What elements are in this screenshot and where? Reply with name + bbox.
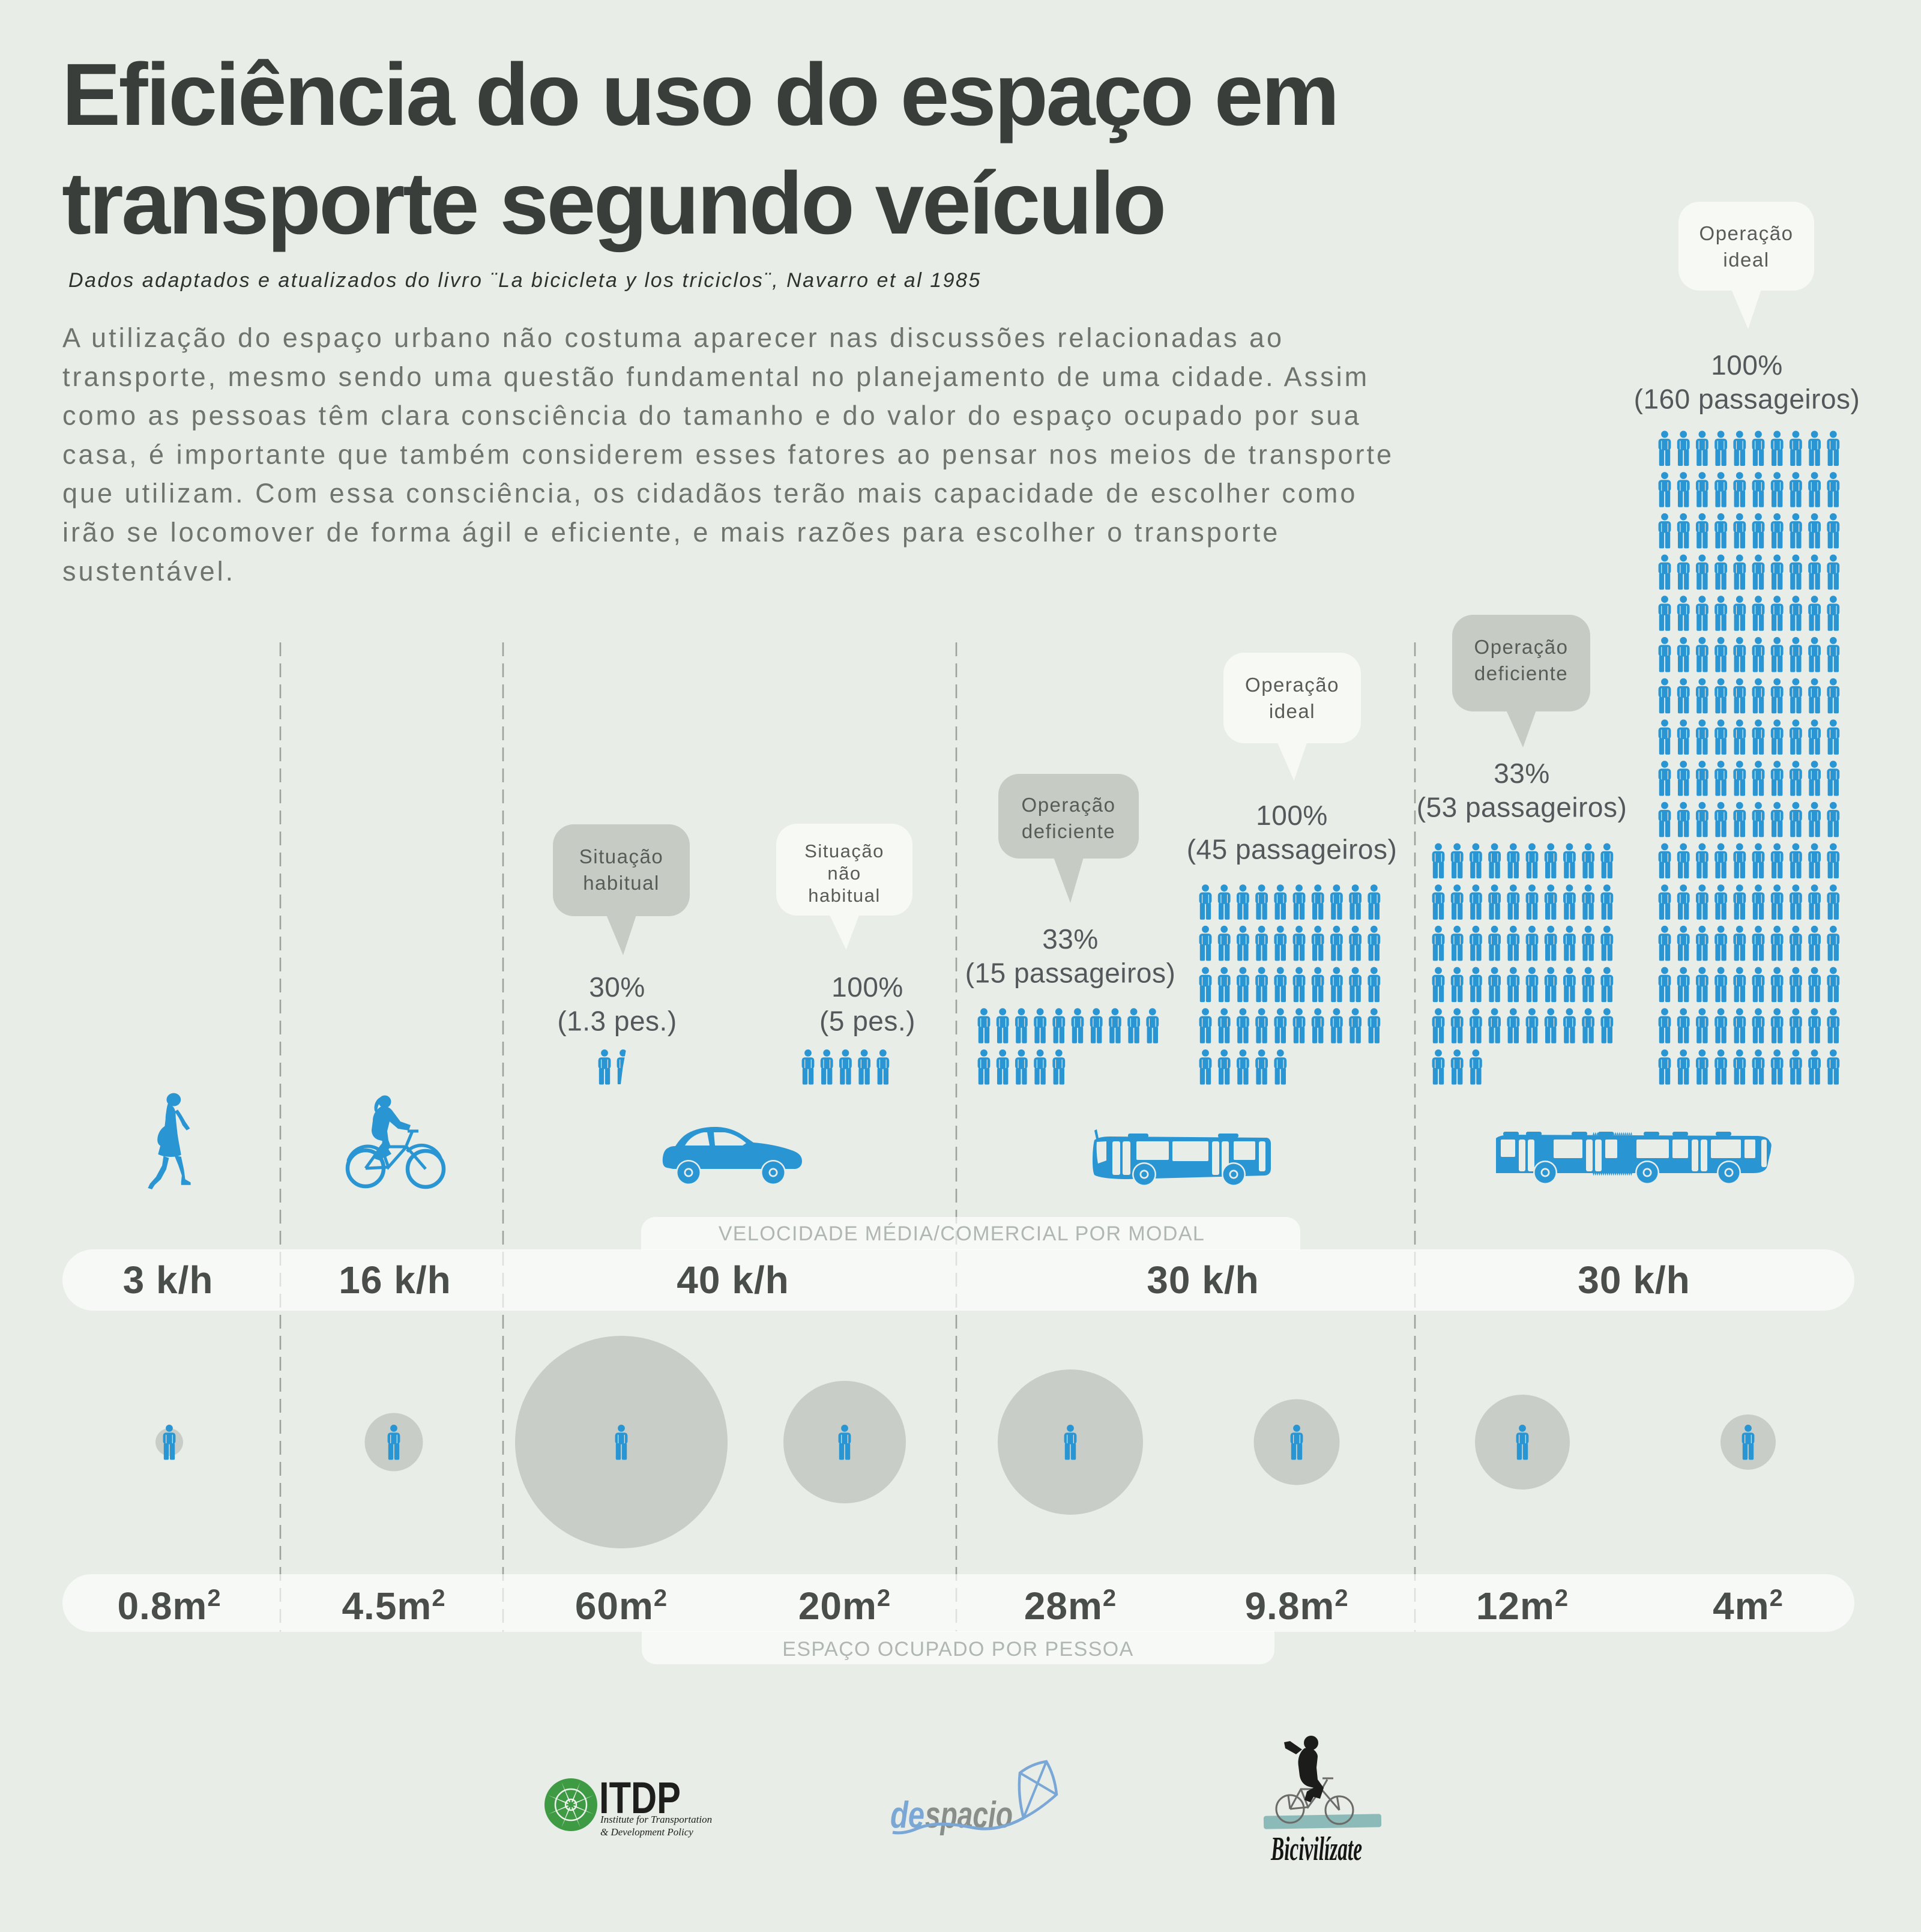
svg-text:habitual: habitual — [583, 872, 660, 894]
svg-text:Eficiência do uso do espaço em: Eficiência do uso do espaço em — [62, 46, 1337, 144]
svg-text:28m2: 28m2 — [1024, 1584, 1117, 1628]
svg-text:ideal: ideal — [1723, 249, 1769, 271]
svg-text:100%: 100% — [831, 971, 903, 1003]
svg-text:100%: 100% — [1711, 349, 1783, 381]
svg-text:33%: 33% — [1494, 758, 1550, 789]
svg-text:33%: 33% — [1042, 923, 1099, 955]
svg-text:(1.3 pes.): (1.3 pes.) — [557, 1006, 677, 1037]
svg-text:irão se locomover de forma ági: irão se locomover de forma ágil e eficie… — [62, 517, 1280, 548]
svg-text:100%: 100% — [1256, 800, 1328, 831]
svg-text:habitual: habitual — [808, 885, 881, 906]
svg-text:(53 passageiros): (53 passageiros) — [1417, 792, 1627, 823]
svg-text:9.8m2: 9.8m2 — [1244, 1584, 1348, 1628]
svg-text:20m2: 20m2 — [798, 1584, 891, 1628]
svg-text:0.8m2: 0.8m2 — [117, 1584, 221, 1628]
svg-text:40 k/h: 40 k/h — [677, 1258, 789, 1302]
svg-text:como as pessoas têm clara cons: como as pessoas têm clara consciência do… — [62, 400, 1362, 431]
svg-text:Situação: Situação — [579, 845, 663, 868]
svg-text:de: de — [890, 1795, 924, 1836]
svg-text:A utilização do espaço urbano: A utilização do espaço urbano não costum… — [62, 322, 1284, 353]
svg-text:spacio: spacio — [925, 1795, 1013, 1836]
svg-text:3 k/h: 3 k/h — [123, 1258, 214, 1302]
svg-text:deficiente: deficiente — [1022, 820, 1115, 842]
svg-text:Institute for Transportation: Institute for Transportation — [600, 1814, 712, 1825]
svg-text:30%: 30% — [589, 971, 645, 1003]
svg-text:(5 pes.): (5 pes.) — [819, 1006, 915, 1037]
svg-text:Operação: Operação — [1474, 636, 1569, 658]
svg-text:& Development Policy: & Development Policy — [600, 1826, 693, 1838]
svg-text:16 k/h: 16 k/h — [339, 1258, 451, 1302]
svg-text:Situação: Situação — [804, 841, 884, 862]
svg-text:ESPAÇO OCUPADO POR PESSOA: ESPAÇO OCUPADO POR PESSOA — [782, 1638, 1133, 1661]
svg-text:(45 passageiros): (45 passageiros) — [1187, 834, 1398, 865]
svg-text:que utilizam. Com essa consciê: que utilizam. Com essa consciência, os c… — [62, 478, 1357, 509]
svg-text:Dados adaptados e atualizados: Dados adaptados e atualizados do livro ¨… — [68, 269, 982, 292]
svg-text:(15 passageiros): (15 passageiros) — [965, 958, 1176, 989]
svg-text:12m2: 12m2 — [1476, 1584, 1569, 1628]
svg-text:transporte segundo veículo: transporte segundo veículo — [62, 154, 1165, 253]
svg-text:deficiente: deficiente — [1474, 662, 1568, 684]
svg-text:(160 passageiros): (160 passageiros) — [1634, 384, 1860, 415]
svg-text:ideal: ideal — [1269, 700, 1315, 722]
svg-text:não: não — [827, 863, 861, 884]
svg-text:60m2: 60m2 — [575, 1584, 668, 1628]
svg-text:4.5m2: 4.5m2 — [342, 1584, 445, 1628]
svg-text:Operação: Operação — [1245, 674, 1339, 696]
svg-text:VELOCIDADE MÉDIA/COMERCIAL POR: VELOCIDADE MÉDIA/COMERCIAL POR MODAL — [719, 1222, 1205, 1245]
svg-text:Bicivilízate: Bicivilízate — [1270, 1831, 1362, 1868]
svg-text:sustentável.: sustentável. — [62, 556, 235, 587]
svg-text:Operação: Operação — [1022, 794, 1116, 816]
svg-text:casa, é importante que também: casa, é importante que também considerem… — [62, 439, 1394, 469]
svg-text:30 k/h: 30 k/h — [1147, 1258, 1259, 1302]
svg-text:30 k/h: 30 k/h — [1578, 1258, 1690, 1302]
svg-text:transporte, mesmo sendo uma qu: transporte, mesmo sendo uma questão fund… — [62, 361, 1369, 392]
svg-text:Operação: Operação — [1699, 222, 1794, 244]
svg-text:ITDP: ITDP — [599, 1773, 681, 1823]
